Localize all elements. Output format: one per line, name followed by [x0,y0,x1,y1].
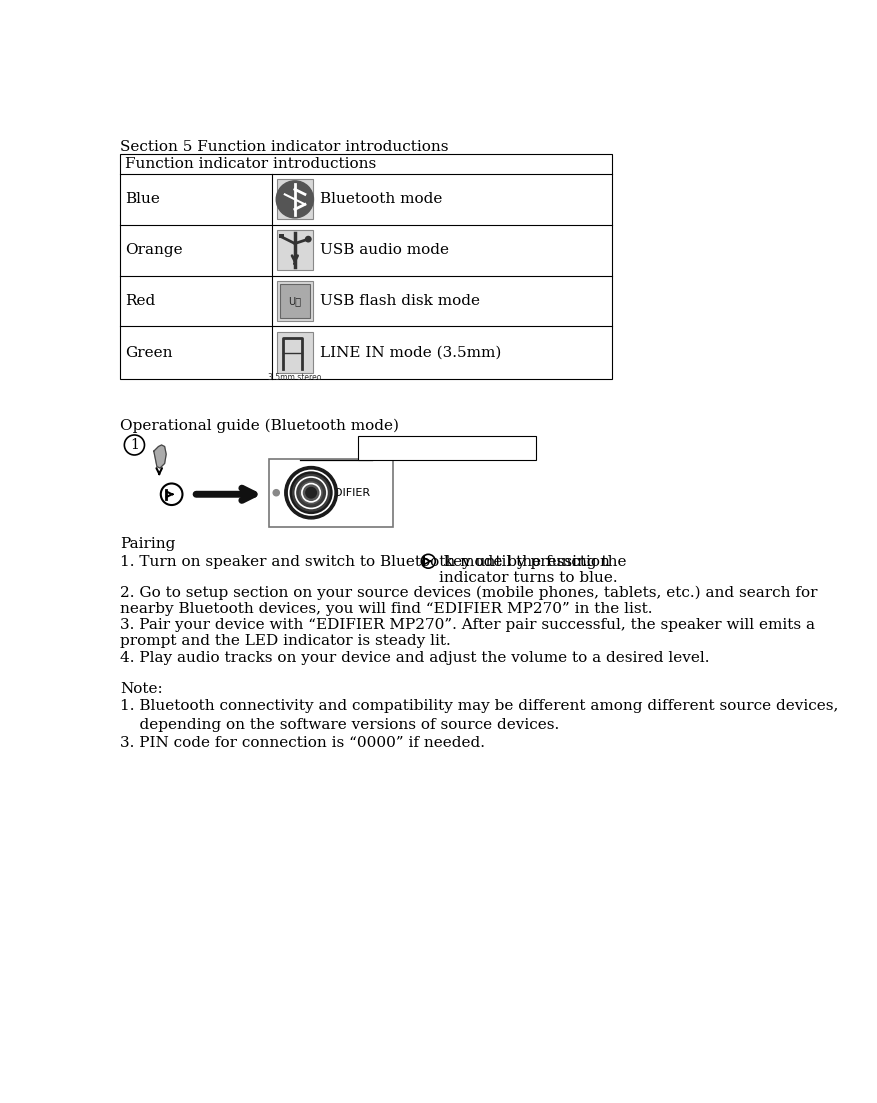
Text: Note:: Note: [120,682,163,696]
Text: Bluetooth mode: Bluetooth mode [320,192,443,206]
Text: Section 5 Function indicator introductions: Section 5 Function indicator introductio… [120,140,449,154]
Bar [280,285,310,318]
Bar [268,459,393,526]
Text: USB audio mode: USB audio mode [320,243,449,257]
Text: Orange: Orange [125,243,182,257]
Text: LINE IN mode (3.5mm): LINE IN mode (3.5mm) [320,345,502,360]
Bar [277,180,313,219]
Text: 1: 1 [130,438,139,452]
Text: 1. Turn on speaker and switch to Bluetooth mode by pressing the: 1. Turn on speaker and switch to Bluetoo… [120,555,631,569]
Bar [277,332,313,374]
Text: Pairing: Pairing [120,537,176,550]
Polygon shape [153,445,167,468]
Text: U盘: U盘 [289,296,302,306]
Bar [120,154,612,378]
Text: 4. Play audio tracks on your device and adjust the volume to a desired level.: 4. Play audio tracks on your device and … [120,651,710,665]
Circle shape [276,181,313,217]
Text: 2. Go to setup section on your source devices (mobile phones, tablets, etc.) and: 2. Go to setup section on your source de… [120,586,818,617]
Text: 3.5mm stereo: 3.5mm stereo [268,374,322,383]
Text: USB flash disk mode: USB flash disk mode [320,295,481,308]
Bar [277,281,313,321]
Bar [277,231,313,270]
Circle shape [305,236,311,242]
Text: EDIFIER: EDIFIER [328,488,372,497]
Text: Red: Red [125,295,155,308]
Text: Blue: Blue [125,192,160,206]
Circle shape [273,490,280,496]
Text: 3. Pair your device with “EDIFIER MP270”. After pair successful, the speaker wil: 3. Pair your device with “EDIFIER MP270”… [120,618,816,649]
Bar [279,234,284,238]
Circle shape [300,482,322,504]
Text: 1. Bluetooth connectivity and compatibility may be different among different sou: 1. Bluetooth connectivity and compatibil… [120,699,838,713]
Circle shape [306,488,317,497]
Bar [358,436,536,460]
Text: depending on the software versions of source devices.: depending on the software versions of so… [120,718,560,731]
Text: Green: Green [125,345,173,360]
Text: key until the function
indicator turns to blue.: key until the function indicator turns t… [439,555,617,586]
Text: Operational guide (Bluetooth mode): Operational guide (Bluetooth mode) [120,419,400,433]
Circle shape [285,467,338,518]
Text: 3. PIN code for connection is “0000” if needed.: 3. PIN code for connection is “0000” if … [120,736,486,750]
Text: Blue light flashes: Blue light flashes [385,441,508,456]
Text: Function indicator introductions: Function indicator introductions [125,157,376,171]
Circle shape [293,474,330,511]
